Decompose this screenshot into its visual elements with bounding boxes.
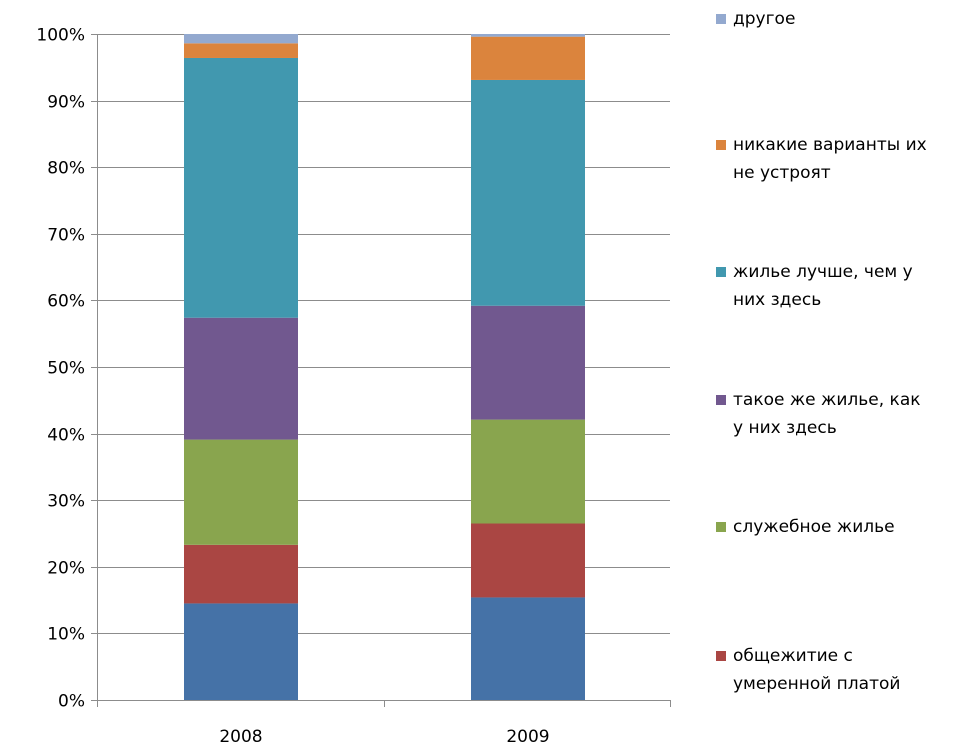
legend-label: них здесь <box>733 290 821 310</box>
x-axis-category-labels: 2008 2009 <box>219 727 549 747</box>
legend-label: никакие варианты их <box>733 135 927 155</box>
bar-segment <box>184 439 298 545</box>
bar-segment <box>471 523 585 598</box>
bar-segment <box>471 305 585 420</box>
legend: другое никакие варианты их не устроят жилье… <box>716 9 927 694</box>
legend-swatch <box>716 651 726 661</box>
axes <box>91 34 671 707</box>
y-tick-label: 50% <box>47 359 85 379</box>
legend-swatch <box>716 395 726 405</box>
legend-label: другое <box>733 9 795 29</box>
legend-label: умеренной платой <box>733 674 900 694</box>
y-tick-label: 70% <box>47 226 85 246</box>
y-tick-label: 90% <box>47 93 85 113</box>
legend-label: жилье лучше, чем у <box>733 262 913 282</box>
y-tick-label: 0% <box>58 692 85 712</box>
bar-segment <box>184 544 298 604</box>
bar-segment <box>471 79 585 306</box>
legend-swatch <box>716 267 726 277</box>
bar-segment <box>471 36 585 80</box>
legend-label: такое же жилье, как <box>733 390 921 410</box>
legend-label: общежитие с <box>733 646 853 666</box>
y-axis-tick-labels: 0% 10% 20% 30% 40% 50% 60% 70% 80% 90% 100% <box>36 26 85 712</box>
x-category-label: 2008 <box>219 727 262 747</box>
x-category-label: 2009 <box>506 727 549 747</box>
legend-swatch <box>716 522 726 532</box>
bar-segment <box>184 603 298 700</box>
bar-segment <box>184 317 298 440</box>
y-tick-label: 80% <box>47 159 85 179</box>
y-tick-label: 30% <box>47 492 85 512</box>
bar-segment <box>184 57 298 318</box>
y-tick-label: 10% <box>47 625 85 645</box>
bar-segment <box>184 34 298 44</box>
bar-segment <box>471 34 585 37</box>
legend-label: служебное жилье <box>733 517 895 537</box>
legend-swatch <box>716 14 726 24</box>
y-tick-label: 20% <box>47 559 85 579</box>
bar-segment <box>471 419 585 524</box>
legend-label: у них здесь <box>733 418 837 438</box>
legend-label: не устроят <box>733 163 831 183</box>
bar-stacks <box>184 34 585 700</box>
bar-segment <box>184 43 298 58</box>
y-tick-label: 40% <box>47 426 85 446</box>
legend-swatch <box>716 140 726 150</box>
bar-segment <box>471 597 585 700</box>
y-tick-label: 60% <box>47 292 85 312</box>
y-tick-label: 100% <box>36 26 85 46</box>
